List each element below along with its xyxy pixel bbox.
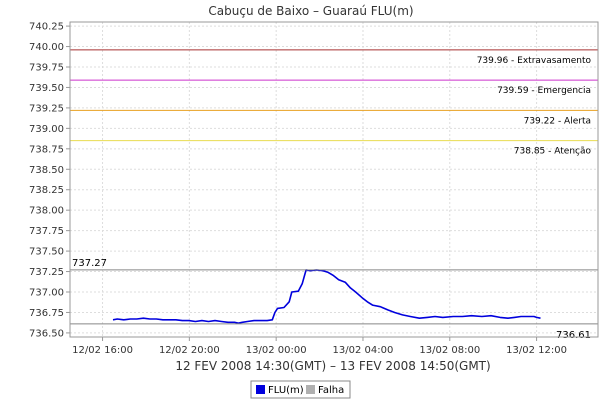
series-line-flu [112,269,541,324]
legend: FLU(m) Falha [250,380,351,399]
series-layer [112,269,541,324]
y-tick-label: 737.00 [29,288,64,299]
y-tick-label: 737.75 [29,226,64,237]
plot-frame [69,21,599,338]
x-tick-label: 12/02 20:00 [159,345,220,356]
x-tick-label: 13/02 04:00 [333,345,394,356]
legend-label: Falha [318,385,344,396]
legend-frame [250,380,351,399]
y-tick-label: 739.00 [29,124,64,135]
y-tick-label: 739.75 [29,63,64,74]
y-tick-label: 738.25 [29,185,64,196]
x-tick-label: 13/02 12:00 [506,345,567,356]
x-tick-label: 13/02 00:00 [246,345,307,356]
y-tick-label: 738.00 [29,206,64,217]
y-tick-label: 740.25 [29,22,64,33]
max-value-label: 737.27 [72,258,107,269]
threshold-label: 739.22 - Alerta [524,116,591,126]
x-tick-label: 12/02 16:00 [72,345,133,356]
legend-swatch [256,385,265,394]
x-axis-label: 12 FEV 2008 14:30(GMT) – 13 FEV 2008 14:… [175,359,490,373]
x-tick-label: 13/02 08:00 [419,345,480,356]
y-tick-label: 737.50 [29,247,64,258]
y-tick-label: 736.75 [29,308,64,319]
y-tick-label: 739.25 [29,103,64,114]
y-tick-label: 737.25 [29,267,64,278]
threshold-label: 738.85 - Atenção [514,147,592,157]
legend-swatch [306,385,315,394]
y-tick-label: 738.50 [29,165,64,176]
legend-label: FLU(m) [268,385,304,396]
y-tick-label: 738.75 [29,144,64,155]
min-value-label: 736.61 [556,330,591,341]
x-axis-ticks: 12/02 16:00 12/02 20:00 13/02 00:00 13/02 0… [72,337,567,356]
chart-title: Cabuçu de Baixo – Guaraú FLU(m) [208,4,413,18]
threshold-label: 739.96 - Extravasamento [477,56,592,66]
y-tick-label: 739.50 [29,83,64,94]
y-tick-label: 736.50 [29,328,64,339]
y-tick-label: 740.00 [29,42,64,53]
threshold-label: 739.59 - Emergencia [497,86,591,96]
y-axis-ticks: 736.50 736.75 737.00 737.25 737.50 737.75 738.… [29,22,70,339]
thresholds: 739.96 - Extravasamento 739.59 - Emergenc… [70,49,598,157]
annotations: 737.27 736.61 [70,258,598,341]
grid [70,22,598,337]
